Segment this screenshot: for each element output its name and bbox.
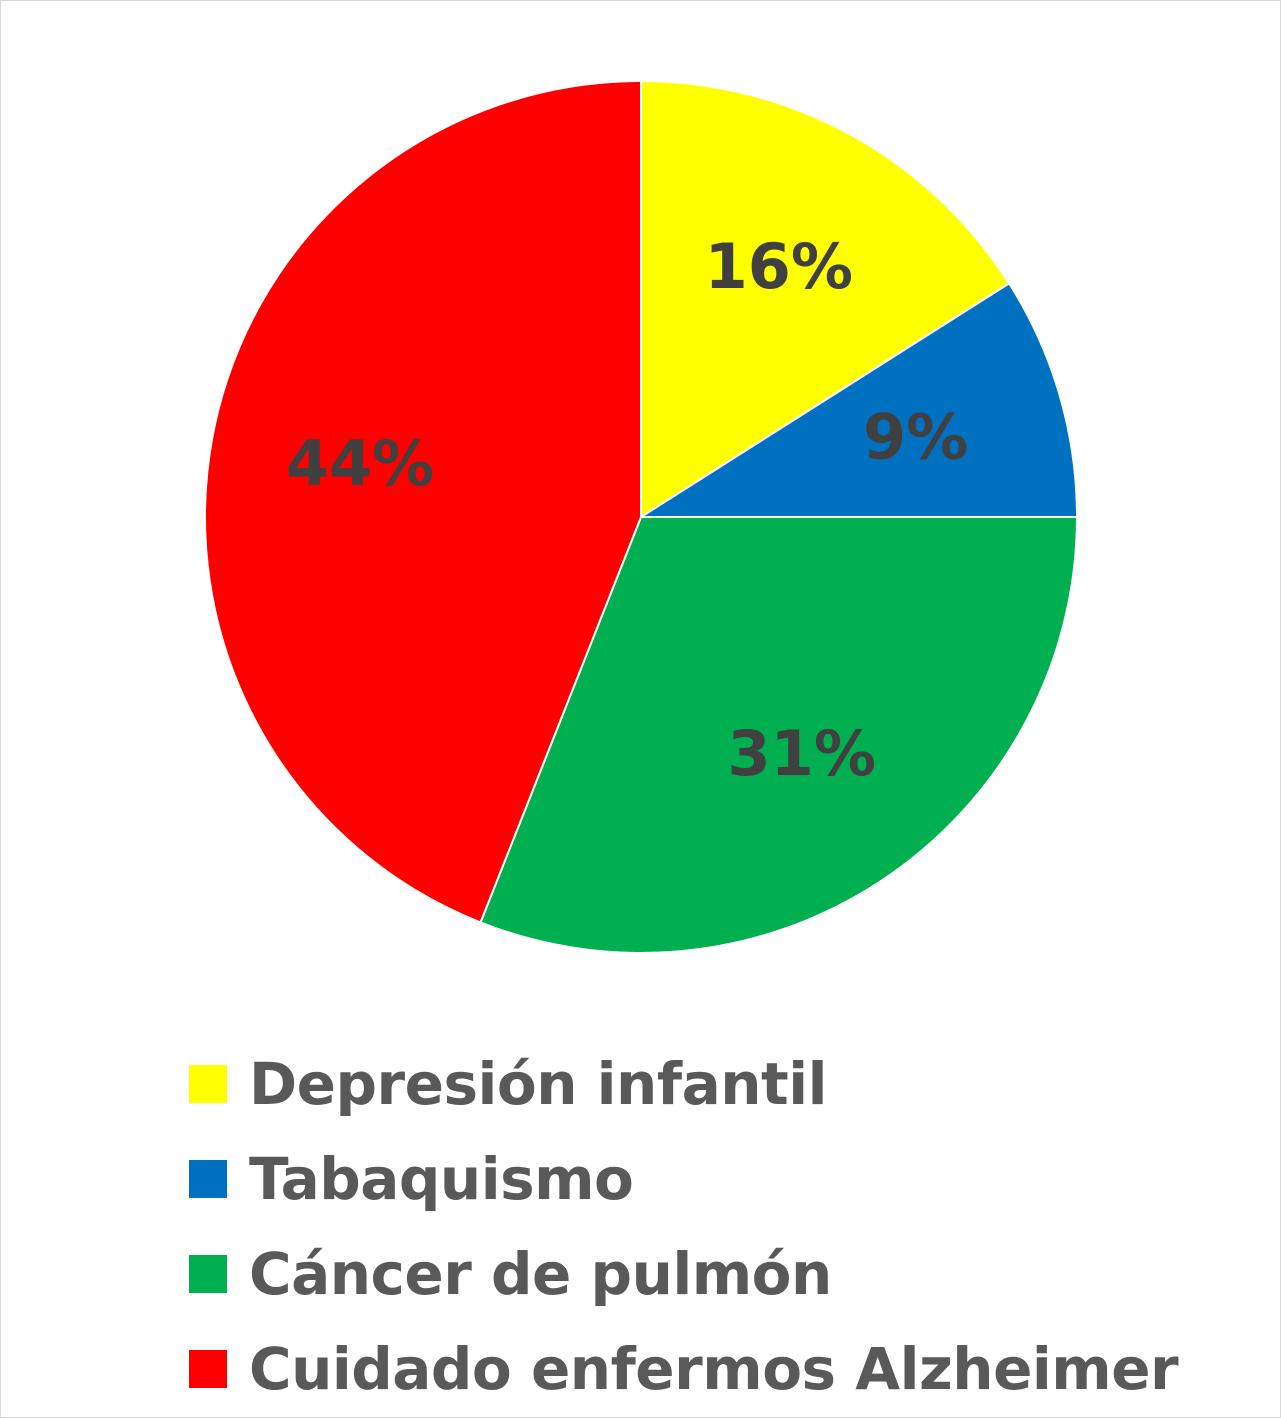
pie-slice-2	[637, 281, 1079, 518]
legend-label: Depresión infantil	[249, 1049, 828, 1118]
pie-slice-1	[640, 79, 1011, 519]
data-label-1: 16%	[705, 230, 853, 303]
legend-item: Tabaquismo	[189, 1131, 1269, 1226]
legend-item: Depresión infantil	[189, 1036, 1269, 1131]
pie-data-labels: 16% 9% 31% 44%	[286, 230, 968, 790]
legend-label: Tabaquismo	[249, 1144, 634, 1213]
data-label-3: 31%	[728, 717, 876, 790]
pie-chart: 16% 9% 31% 44%	[204, 79, 1079, 954]
legend-swatch-red	[189, 1349, 227, 1388]
legend-item: Cuidado enfermos Alzheimer	[189, 1321, 1269, 1416]
legend-item: Cáncer de pulmón	[189, 1226, 1269, 1321]
legend-label: Cáncer de pulmón	[249, 1239, 832, 1308]
pie-slice-4	[204, 79, 642, 924]
chart-legend: Depresión infantil Tabaquismo Cáncer de …	[189, 1036, 1269, 1416]
legend-swatch-yellow	[189, 1064, 227, 1103]
legend-swatch-blue	[189, 1159, 227, 1198]
legend-swatch-green	[189, 1254, 227, 1293]
legend-label: Cuidado enfermos Alzheimer	[249, 1334, 1179, 1403]
pie-slices	[204, 79, 1079, 954]
data-label-2: 9%	[863, 401, 968, 474]
pie-slice-3	[479, 516, 1079, 954]
data-label-4: 44%	[286, 427, 434, 500]
